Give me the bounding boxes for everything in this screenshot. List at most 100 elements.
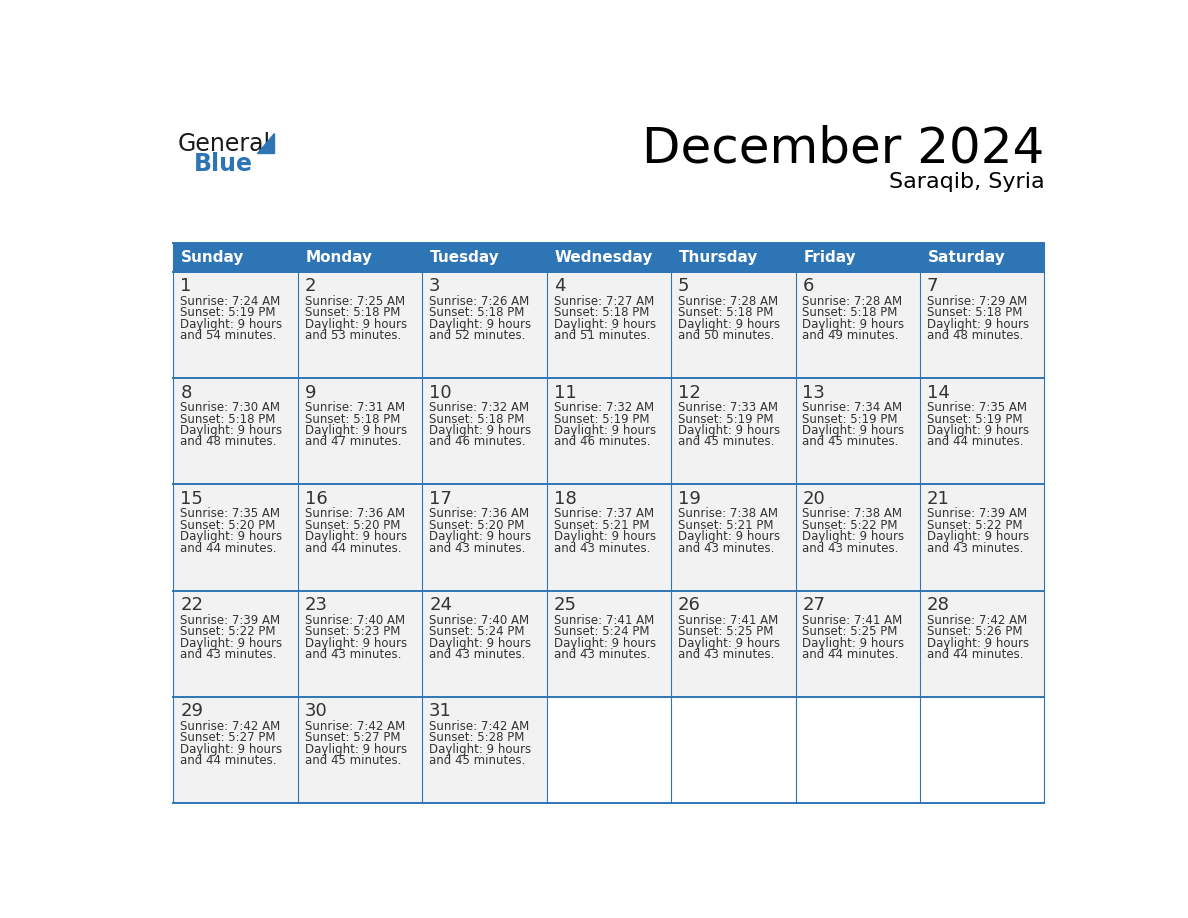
Text: Daylight: 9 hours: Daylight: 9 hours [802,531,904,543]
Text: and 45 minutes.: and 45 minutes. [802,435,899,448]
Text: General: General [178,131,271,156]
Text: and 45 minutes.: and 45 minutes. [429,755,525,767]
Text: 16: 16 [304,490,328,508]
Text: Sunset: 5:18 PM: Sunset: 5:18 PM [927,307,1023,319]
Text: 23: 23 [304,596,328,614]
Text: Sunset: 5:21 PM: Sunset: 5:21 PM [678,519,773,532]
Text: 4: 4 [554,277,565,296]
Bar [422,272,546,378]
Text: Daylight: 9 hours: Daylight: 9 hours [304,743,406,756]
Text: Sunrise: 7:36 AM: Sunrise: 7:36 AM [429,508,530,521]
Text: 28: 28 [927,596,950,614]
Text: and 43 minutes.: and 43 minutes. [678,648,775,661]
Text: 7: 7 [927,277,939,296]
Bar [671,697,796,803]
Bar [671,485,796,590]
Text: 21: 21 [927,490,950,508]
Text: Daylight: 9 hours: Daylight: 9 hours [304,318,406,330]
Text: Sunset: 5:28 PM: Sunset: 5:28 PM [429,732,525,744]
Text: and 44 minutes.: and 44 minutes. [927,648,1023,661]
Text: and 51 minutes.: and 51 minutes. [554,330,650,342]
Text: Sunrise: 7:24 AM: Sunrise: 7:24 AM [181,295,280,308]
Text: Sunset: 5:22 PM: Sunset: 5:22 PM [802,519,898,532]
Text: Sunrise: 7:36 AM: Sunrise: 7:36 AM [304,508,405,521]
Text: Sunrise: 7:41 AM: Sunrise: 7:41 AM [802,614,903,627]
Text: Sunset: 5:18 PM: Sunset: 5:18 PM [304,412,400,426]
Text: Daylight: 9 hours: Daylight: 9 hours [678,424,781,437]
Text: and 52 minutes.: and 52 minutes. [429,330,525,342]
Text: Sunrise: 7:42 AM: Sunrise: 7:42 AM [181,720,280,733]
Text: Saturday: Saturday [928,250,1005,264]
Text: and 46 minutes.: and 46 minutes. [554,435,650,448]
Text: Sunrise: 7:38 AM: Sunrise: 7:38 AM [802,508,903,521]
Text: Sunrise: 7:25 AM: Sunrise: 7:25 AM [304,295,405,308]
Text: 11: 11 [554,384,576,401]
Bar [920,378,1044,485]
Text: Daylight: 9 hours: Daylight: 9 hours [181,743,283,756]
Text: and 43 minutes.: and 43 minutes. [802,542,899,554]
Bar [796,485,920,590]
Text: Sunset: 5:20 PM: Sunset: 5:20 PM [429,519,525,532]
Bar [920,485,1044,590]
Text: 18: 18 [554,490,576,508]
Text: 1: 1 [181,277,191,296]
Text: Sunset: 5:22 PM: Sunset: 5:22 PM [927,519,1023,532]
Bar [173,485,298,590]
Text: Sunset: 5:18 PM: Sunset: 5:18 PM [429,412,525,426]
Text: Sunrise: 7:42 AM: Sunrise: 7:42 AM [927,614,1028,627]
Bar [173,272,298,378]
Text: 3: 3 [429,277,441,296]
Text: Daylight: 9 hours: Daylight: 9 hours [927,636,1029,650]
Text: Sunset: 5:19 PM: Sunset: 5:19 PM [802,412,898,426]
Bar [671,272,796,378]
Text: Daylight: 9 hours: Daylight: 9 hours [927,531,1029,543]
Text: Daylight: 9 hours: Daylight: 9 hours [678,636,781,650]
Text: Daylight: 9 hours: Daylight: 9 hours [429,531,531,543]
Bar [422,590,546,697]
Text: Daylight: 9 hours: Daylight: 9 hours [304,531,406,543]
Text: and 43 minutes.: and 43 minutes. [304,648,402,661]
Polygon shape [257,133,274,153]
Bar [422,485,546,590]
Text: Sunset: 5:19 PM: Sunset: 5:19 PM [181,307,276,319]
Text: and 43 minutes.: and 43 minutes. [554,648,650,661]
Text: and 44 minutes.: and 44 minutes. [802,648,899,661]
Text: Daylight: 9 hours: Daylight: 9 hours [304,424,406,437]
Text: Sunrise: 7:39 AM: Sunrise: 7:39 AM [927,508,1028,521]
Text: and 43 minutes.: and 43 minutes. [678,542,775,554]
Text: and 43 minutes.: and 43 minutes. [429,648,525,661]
Text: Sunrise: 7:40 AM: Sunrise: 7:40 AM [304,614,405,627]
Text: Sunrise: 7:29 AM: Sunrise: 7:29 AM [927,295,1028,308]
Text: Sunset: 5:27 PM: Sunset: 5:27 PM [181,732,276,744]
Text: Sunset: 5:20 PM: Sunset: 5:20 PM [304,519,400,532]
Text: and 46 minutes.: and 46 minutes. [429,435,525,448]
Text: 22: 22 [181,596,203,614]
Text: and 44 minutes.: and 44 minutes. [181,542,277,554]
Text: Daylight: 9 hours: Daylight: 9 hours [554,318,656,330]
Text: Daylight: 9 hours: Daylight: 9 hours [554,424,656,437]
Text: Monday: Monday [305,250,373,264]
Text: Daylight: 9 hours: Daylight: 9 hours [429,318,531,330]
Text: Sunset: 5:27 PM: Sunset: 5:27 PM [304,732,400,744]
Text: 13: 13 [802,384,826,401]
Text: Daylight: 9 hours: Daylight: 9 hours [181,636,283,650]
Bar [796,242,920,272]
Bar [671,242,796,272]
Text: 9: 9 [304,384,316,401]
Text: and 44 minutes.: and 44 minutes. [927,435,1023,448]
Text: 27: 27 [802,596,826,614]
Text: Sunset: 5:22 PM: Sunset: 5:22 PM [181,625,276,638]
Text: Sunrise: 7:41 AM: Sunrise: 7:41 AM [554,614,653,627]
Text: Daylight: 9 hours: Daylight: 9 hours [181,318,283,330]
Text: 15: 15 [181,490,203,508]
Text: Sunset: 5:20 PM: Sunset: 5:20 PM [181,519,276,532]
Text: 12: 12 [678,384,701,401]
Bar [173,590,298,697]
Text: and 54 minutes.: and 54 minutes. [181,330,277,342]
Bar [796,697,920,803]
Text: Sunset: 5:19 PM: Sunset: 5:19 PM [554,412,649,426]
Text: Friday: Friday [803,250,855,264]
Bar [173,697,298,803]
Text: Sunrise: 7:34 AM: Sunrise: 7:34 AM [802,401,903,414]
Text: Sunset: 5:26 PM: Sunset: 5:26 PM [927,625,1023,638]
